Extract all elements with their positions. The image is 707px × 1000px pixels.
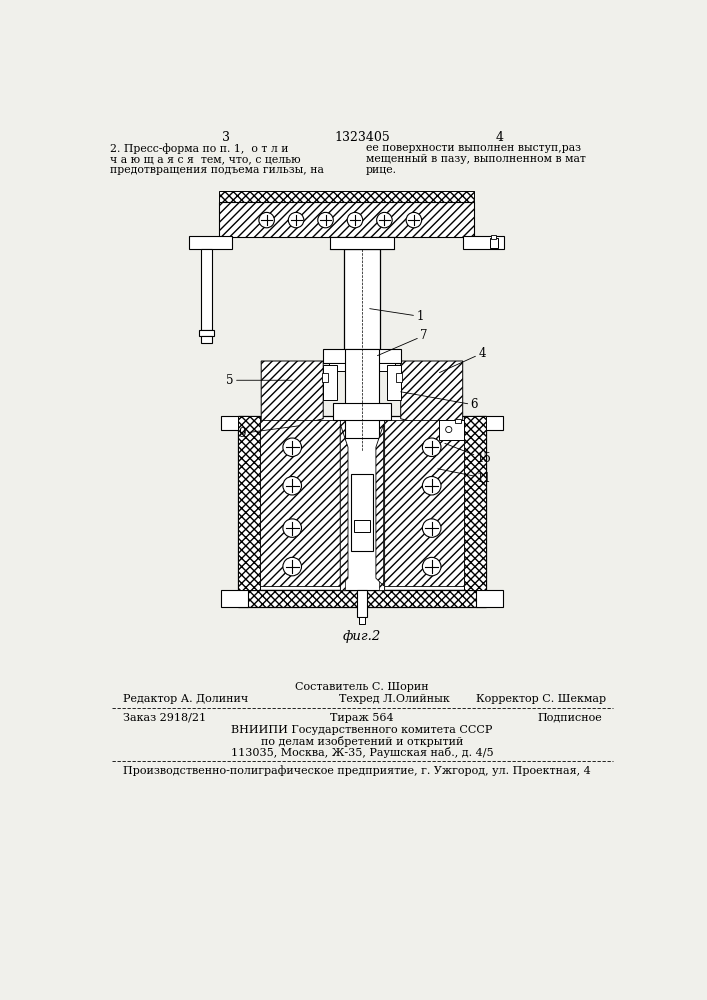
Bar <box>340 416 384 590</box>
Text: Тираж 564: Тираж 564 <box>330 713 394 723</box>
Circle shape <box>259 212 274 228</box>
Text: 3: 3 <box>221 131 230 144</box>
Circle shape <box>422 438 441 456</box>
Bar <box>329 363 395 371</box>
Circle shape <box>283 438 301 456</box>
Text: 7: 7 <box>378 329 428 356</box>
Text: ВНИИПИ Государственного комитета СССР: ВНИИПИ Государственного комитета СССР <box>231 725 493 735</box>
Text: 5: 5 <box>226 374 292 387</box>
Bar <box>455 419 461 423</box>
Text: 1323405: 1323405 <box>334 131 390 144</box>
Circle shape <box>377 212 392 228</box>
Bar <box>359 617 365 624</box>
Text: Подписное: Подписное <box>538 713 602 723</box>
Polygon shape <box>384 420 464 586</box>
Text: 1: 1 <box>370 309 423 323</box>
Text: Корректор С. Шекмар: Корректор С. Шекмар <box>476 694 606 704</box>
Bar <box>340 416 345 590</box>
Bar <box>201 336 212 343</box>
Circle shape <box>283 519 301 537</box>
Polygon shape <box>259 420 340 586</box>
Bar <box>323 365 337 400</box>
Bar <box>189 235 232 249</box>
Text: 4: 4 <box>495 131 503 144</box>
Text: 6: 6 <box>401 392 478 411</box>
Bar <box>322 373 328 382</box>
Text: ее поверхности выполнен выступ,раз: ее поверхности выполнен выступ,раз <box>366 143 581 153</box>
Bar <box>464 416 486 590</box>
Circle shape <box>422 477 441 495</box>
Circle shape <box>283 557 301 576</box>
Bar <box>379 416 384 590</box>
Bar <box>199 330 214 336</box>
Bar <box>218 202 474 237</box>
Bar <box>201 249 212 330</box>
Bar <box>476 416 503 430</box>
Bar <box>491 235 496 239</box>
Text: по делам изобретений и открытий: по делам изобретений и открытий <box>261 736 463 747</box>
Bar <box>351 474 373 551</box>
Bar <box>221 590 248 607</box>
Bar <box>332 403 392 420</box>
Circle shape <box>422 519 441 537</box>
Bar <box>238 590 486 607</box>
Polygon shape <box>401 361 462 434</box>
Polygon shape <box>261 361 323 434</box>
Circle shape <box>288 212 304 228</box>
Text: 2. Пресс-форма по п. 1,  о т л и: 2. Пресс-форма по п. 1, о т л и <box>110 143 288 154</box>
Bar <box>344 249 380 353</box>
Bar <box>354 520 370 532</box>
Bar <box>330 237 394 249</box>
Text: предотвращения подъема гильзы, на: предотвращения подъема гильзы, на <box>110 165 324 175</box>
Bar <box>440 420 464 440</box>
Text: ч а ю щ а я с я  тем, что, с целью: ч а ю щ а я с я тем, что, с целью <box>110 154 300 164</box>
Text: Техред Л.Олийнык: Техред Л.Олийнык <box>339 694 450 704</box>
Bar <box>221 416 248 430</box>
Text: рице.: рице. <box>366 165 397 175</box>
Text: Редактор А. Долинич: Редактор А. Долинич <box>123 694 248 704</box>
Text: мещенный в пазу, выполненном в мат: мещенный в пазу, выполненном в мат <box>366 154 585 164</box>
Text: 4: 4 <box>440 347 486 373</box>
Polygon shape <box>340 424 348 586</box>
Text: Заказ 2918/21: Заказ 2918/21 <box>123 713 206 723</box>
Bar <box>464 235 504 249</box>
Text: 113035, Москва, Ж-35, Раушская наб., д. 4/5: 113035, Москва, Ж-35, Раушская наб., д. … <box>230 747 493 758</box>
Text: Составитель С. Шорин: Составитель С. Шорин <box>295 682 428 692</box>
Bar <box>476 590 503 607</box>
Bar <box>490 238 498 248</box>
Bar <box>357 590 367 617</box>
Text: 9: 9 <box>238 426 300 440</box>
Text: 15: 15 <box>445 443 491 465</box>
Bar <box>387 365 401 400</box>
Text: фиг.2: фиг.2 <box>343 630 381 643</box>
Bar <box>396 373 402 382</box>
Circle shape <box>406 212 421 228</box>
Polygon shape <box>376 424 384 586</box>
Text: Производственно-полиграфическое предприятие, г. Ужгород, ул. Проектная, 4: Производственно-полиграфическое предприя… <box>123 765 591 776</box>
Circle shape <box>317 212 333 228</box>
Circle shape <box>422 557 441 576</box>
Bar <box>345 349 379 438</box>
Bar <box>238 416 259 590</box>
Bar <box>238 416 486 590</box>
Text: 11: 11 <box>438 469 491 485</box>
Circle shape <box>347 212 363 228</box>
Bar <box>218 191 474 202</box>
Bar <box>323 349 401 363</box>
Circle shape <box>445 426 452 433</box>
Circle shape <box>283 477 301 495</box>
